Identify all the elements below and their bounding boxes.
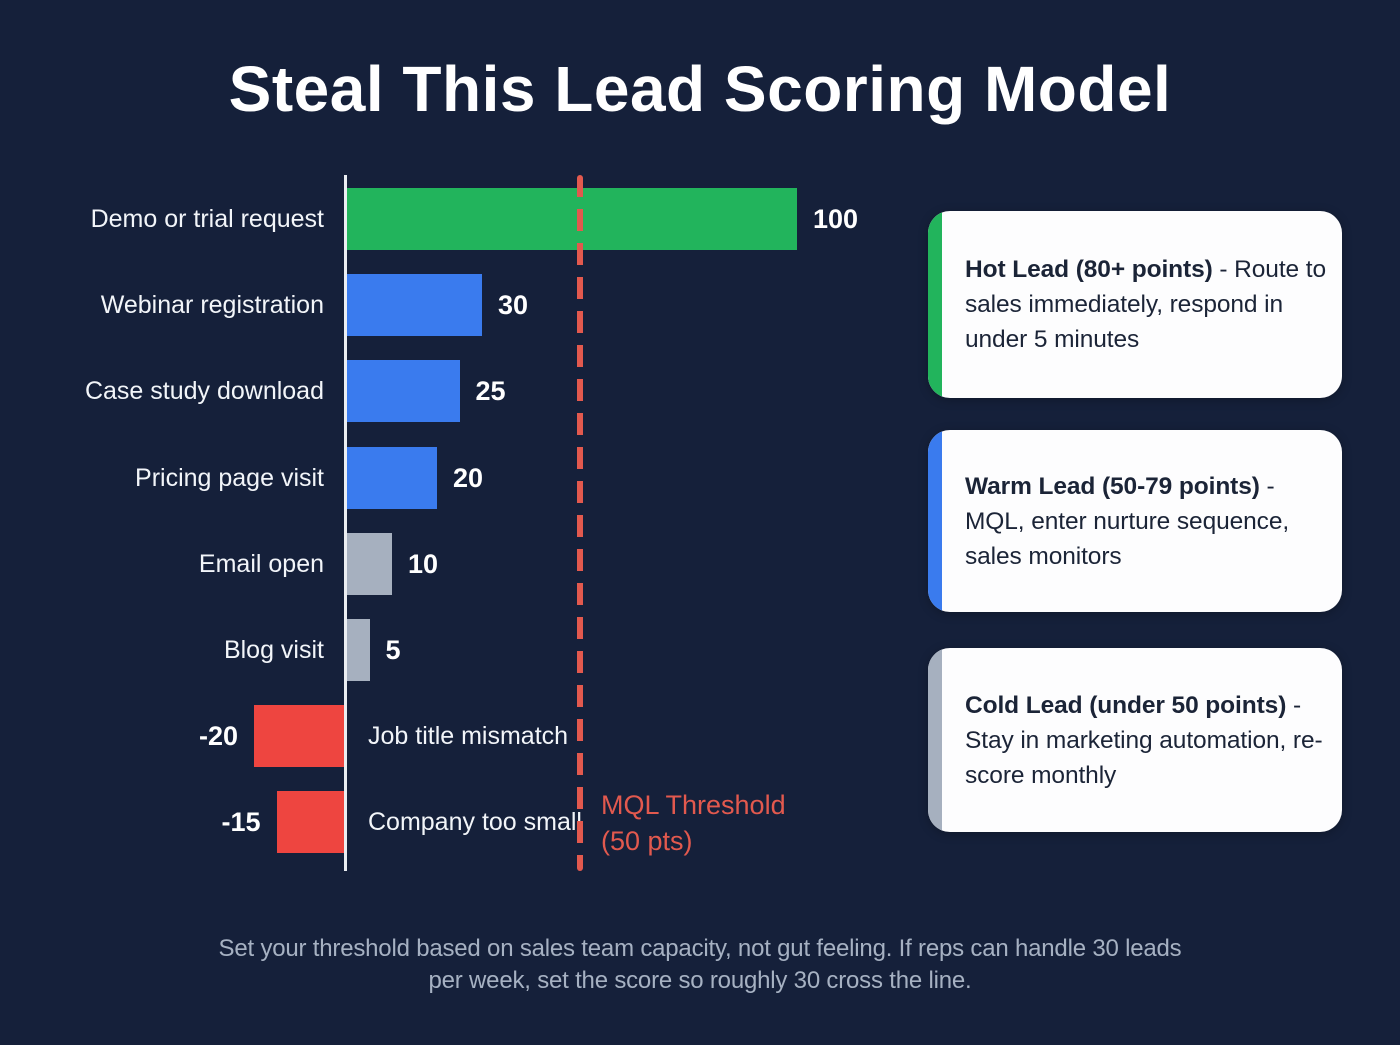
hot-lead-separator: - <box>1212 256 1235 283</box>
cold-lead-title: Cold Lead (under 50 points) <box>965 691 1287 719</box>
bar-row: Blog visit 5 <box>0 619 1400 681</box>
bar-value-label: -15 <box>221 807 261 838</box>
bar-value-label: 5 <box>385 635 401 665</box>
bar-value-label: -20 <box>198 721 238 752</box>
bar-row: Webinar registration 30 <box>0 274 1400 337</box>
bar-category-label: Demo or trial request <box>90 205 324 233</box>
bar-category-label: Company too small <box>368 808 582 837</box>
hot-lead-title: Hot Lead (80+ points) <box>965 256 1213 283</box>
cold-lead-body: Stay in marketing automation, re-score m… <box>965 726 1323 789</box>
hot-lead-text: Hot Lead (80+ points) - Route to sales i… <box>928 252 1342 357</box>
bar-category-label: Webinar registration <box>100 291 324 320</box>
footer-line1: Set your threshold based on sales team c… <box>218 935 1182 962</box>
warm-lead-title: Warm Lead (50-79 points) <box>965 472 1260 500</box>
footer-line2: per week, set the score so roughly 30 cr… <box>428 966 972 994</box>
bar-value-label: 100 <box>813 204 859 234</box>
bar-rect <box>254 705 344 768</box>
bar-row: Case study download 25 <box>0 360 1400 423</box>
cold-lead-accent-stripe <box>928 648 942 832</box>
bar-row: Pricing page visit 20 <box>0 446 1400 509</box>
threshold-label: MQL Threshold (50 pts) <box>601 787 786 859</box>
bar-category-label: Email open <box>198 549 324 578</box>
lead-cards: Hot Lead (80+ points) - Route to sales i… <box>928 211 1342 836</box>
bar-rect <box>347 619 370 681</box>
bar-value-label: 25 <box>475 376 506 407</box>
bar-chart: MQL Threshold (50 pts) Demo or trial req… <box>0 175 1400 871</box>
cold-lead-card: Cold Lead (under 50 points) - Stay in ma… <box>928 648 1342 832</box>
chart-axis-line <box>344 175 347 871</box>
bar-value-label: 20 <box>453 462 484 493</box>
warm-lead-separator: - <box>1259 472 1275 500</box>
warm-lead-body: MQL, enter nurture sequence, sales monit… <box>965 507 1290 570</box>
bar-rect <box>347 360 460 423</box>
bar-value-label: 30 <box>498 290 529 321</box>
bar-row: Email open 10 <box>0 532 1400 595</box>
threshold-label-line1: MQL Threshold <box>601 790 786 820</box>
bar-rect <box>276 791 344 854</box>
warm-lead-card: Warm Lead (50-79 points) - MQL, enter nu… <box>928 430 1342 612</box>
bar-row: Job title mismatch -20 <box>0 705 1400 768</box>
bar-row: Company too small -15 <box>0 791 1400 854</box>
cold-lead-separator: - <box>1286 691 1302 719</box>
threshold-label-line2: (50 pts) <box>601 826 693 856</box>
warm-lead-accent-stripe <box>928 430 942 612</box>
page-title: Steal This Lead Scoring Model <box>228 53 1172 125</box>
bar-value-label: 10 <box>408 548 439 579</box>
bar-rect <box>347 446 437 509</box>
bar-rect <box>347 188 797 250</box>
footer-note: Set your threshold based on sales team c… <box>0 933 1400 996</box>
warm-lead-text: Warm Lead (50-79 points) - MQL, enter nu… <box>928 469 1342 574</box>
bar-rect <box>347 274 482 337</box>
threshold-line <box>577 175 583 871</box>
hot-lead-body: Route to sales immediately, respond in u… <box>965 256 1326 353</box>
hot-lead-card: Hot Lead (80+ points) - Route to sales i… <box>928 211 1342 398</box>
cold-lead-text: Cold Lead (under 50 points) - Stay in ma… <box>928 688 1342 793</box>
bar-rect <box>347 532 392 595</box>
bar-row: Demo or trial request 100 <box>0 188 1400 250</box>
bar-category-label: Job title mismatch <box>368 722 569 751</box>
bar-category-label: Case study download <box>84 377 324 406</box>
hot-lead-accent-stripe <box>928 211 942 398</box>
bar-category-label: Pricing page visit <box>135 463 324 492</box>
bar-category-label: Blog visit <box>223 636 324 664</box>
